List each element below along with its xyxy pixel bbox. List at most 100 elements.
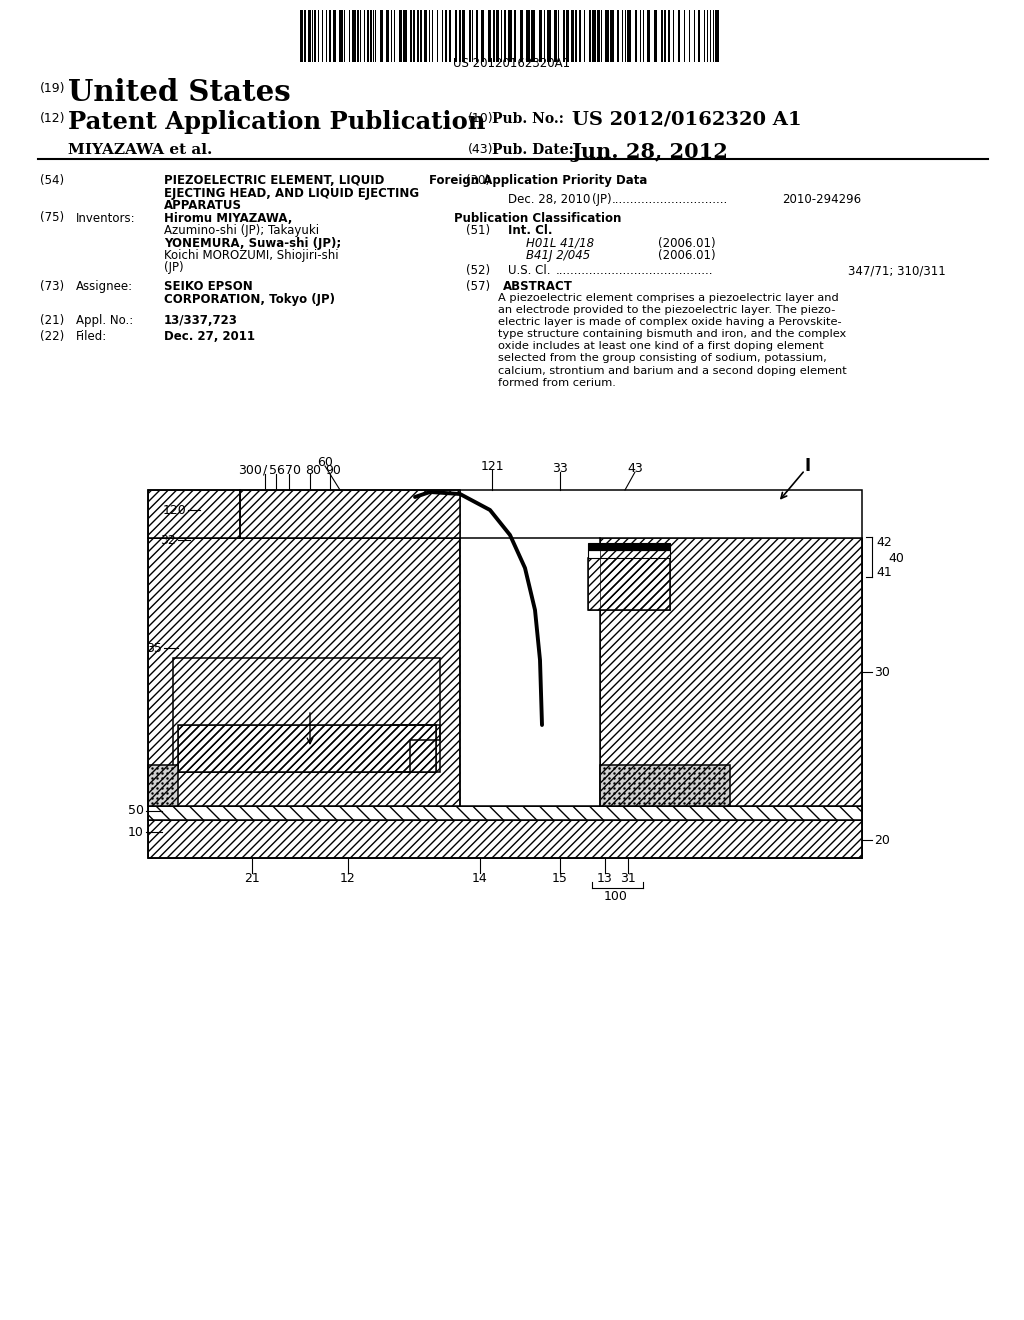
- Text: (57): (57): [466, 280, 490, 293]
- Bar: [635, 11, 637, 62]
- Text: (21): (21): [40, 314, 65, 327]
- Bar: [600, 539, 862, 807]
- Text: 13: 13: [597, 871, 613, 884]
- Text: (51): (51): [466, 224, 490, 238]
- Bar: [715, 11, 719, 62]
- Text: 80: 80: [305, 463, 321, 477]
- Bar: [554, 11, 557, 62]
- Bar: [367, 11, 369, 62]
- Text: 10: 10: [128, 825, 144, 838]
- Bar: [148, 490, 240, 539]
- Bar: [455, 11, 457, 62]
- Bar: [514, 11, 516, 62]
- Text: Dec. 27, 2011: Dec. 27, 2011: [164, 330, 255, 343]
- Text: Pub. Date:: Pub. Date:: [492, 143, 573, 157]
- Text: (19): (19): [40, 82, 66, 95]
- Text: ABSTRACT: ABSTRACT: [503, 280, 573, 293]
- Text: ..........................................: ........................................…: [556, 264, 714, 277]
- Bar: [445, 11, 447, 62]
- Text: US 20120162320A1: US 20120162320A1: [454, 57, 570, 70]
- Bar: [370, 11, 372, 62]
- Bar: [386, 11, 389, 62]
- Bar: [469, 11, 471, 62]
- Text: (JP): (JP): [592, 193, 611, 206]
- Text: APPARATUS: APPARATUS: [164, 199, 242, 213]
- Bar: [459, 11, 461, 62]
- Bar: [588, 543, 670, 550]
- Text: /: /: [263, 463, 267, 477]
- Bar: [493, 11, 495, 62]
- Text: 60: 60: [317, 455, 333, 469]
- Bar: [148, 807, 862, 820]
- Bar: [462, 11, 465, 62]
- Bar: [610, 11, 614, 62]
- Text: Dec. 28, 2010: Dec. 28, 2010: [508, 193, 591, 206]
- Bar: [173, 657, 440, 772]
- Text: 70: 70: [285, 463, 301, 477]
- Text: U.S. Cl.: U.S. Cl.: [508, 264, 551, 277]
- Bar: [664, 11, 666, 62]
- Text: 30: 30: [874, 665, 890, 678]
- Text: Assignee:: Assignee:: [76, 280, 133, 293]
- Bar: [589, 11, 591, 62]
- Text: Appl. No.:: Appl. No.:: [76, 314, 133, 327]
- Text: 300: 300: [239, 463, 262, 477]
- Bar: [329, 11, 331, 62]
- Bar: [547, 11, 551, 62]
- Text: electric layer is made of complex oxide having a Perovskite-: electric layer is made of complex oxide …: [498, 317, 842, 327]
- Text: Foreign Application Priority Data: Foreign Application Priority Data: [429, 174, 647, 187]
- Text: oxide includes at least one kind of a first doping element: oxide includes at least one kind of a fi…: [498, 342, 823, 351]
- Bar: [508, 11, 512, 62]
- Text: Koichi MOROZUMI, Shiojiri-shi: Koichi MOROZUMI, Shiojiri-shi: [164, 249, 339, 261]
- Bar: [592, 11, 596, 62]
- Text: 42: 42: [876, 536, 892, 549]
- Bar: [539, 11, 542, 62]
- Text: (2006.01): (2006.01): [658, 236, 716, 249]
- Bar: [531, 11, 535, 62]
- Text: Int. Cl.: Int. Cl.: [508, 224, 553, 238]
- Bar: [333, 11, 336, 62]
- Text: (30): (30): [466, 174, 490, 187]
- Bar: [617, 11, 618, 62]
- Bar: [308, 11, 311, 62]
- Bar: [678, 11, 680, 62]
- Text: (10): (10): [468, 112, 494, 125]
- Text: (22): (22): [40, 330, 65, 343]
- Text: 100: 100: [604, 890, 628, 903]
- Text: calcium, strontium and barium and a second doping element: calcium, strontium and barium and a seco…: [498, 366, 847, 375]
- Bar: [566, 11, 569, 62]
- Text: (JP): (JP): [164, 261, 183, 275]
- Bar: [662, 11, 663, 62]
- Text: 21: 21: [244, 871, 260, 884]
- Text: 90: 90: [325, 463, 341, 477]
- Text: 40: 40: [888, 552, 904, 565]
- Text: Inventors:: Inventors:: [76, 211, 135, 224]
- Bar: [481, 11, 484, 62]
- Text: 13/337,723: 13/337,723: [164, 314, 238, 327]
- Text: 31: 31: [621, 871, 636, 884]
- Text: Filed:: Filed:: [76, 330, 108, 343]
- Text: EJECTING HEAD, AND LIQUID EJECTING: EJECTING HEAD, AND LIQUID EJECTING: [164, 186, 419, 199]
- Text: Azumino-shi (JP); Takayuki: Azumino-shi (JP); Takayuki: [164, 224, 319, 238]
- Bar: [520, 11, 523, 62]
- Text: 120: 120: [162, 503, 186, 516]
- Bar: [504, 11, 506, 62]
- Bar: [148, 820, 862, 858]
- Bar: [654, 11, 657, 62]
- Bar: [240, 490, 460, 539]
- Text: (2006.01): (2006.01): [658, 249, 716, 261]
- Bar: [148, 490, 862, 858]
- Bar: [148, 807, 862, 820]
- Bar: [597, 11, 600, 62]
- Bar: [668, 11, 670, 62]
- Text: 43: 43: [627, 462, 643, 474]
- Text: (54): (54): [40, 174, 65, 187]
- Text: type structure containing bismuth and iron, and the complex: type structure containing bismuth and ir…: [498, 329, 846, 339]
- Text: Hiromu MIYAZAWA,: Hiromu MIYAZAWA,: [164, 211, 293, 224]
- Bar: [403, 11, 407, 62]
- Bar: [563, 11, 565, 62]
- Text: H01L 41/18: H01L 41/18: [526, 236, 594, 249]
- Bar: [575, 11, 577, 62]
- Text: I: I: [805, 457, 811, 475]
- Bar: [600, 766, 730, 807]
